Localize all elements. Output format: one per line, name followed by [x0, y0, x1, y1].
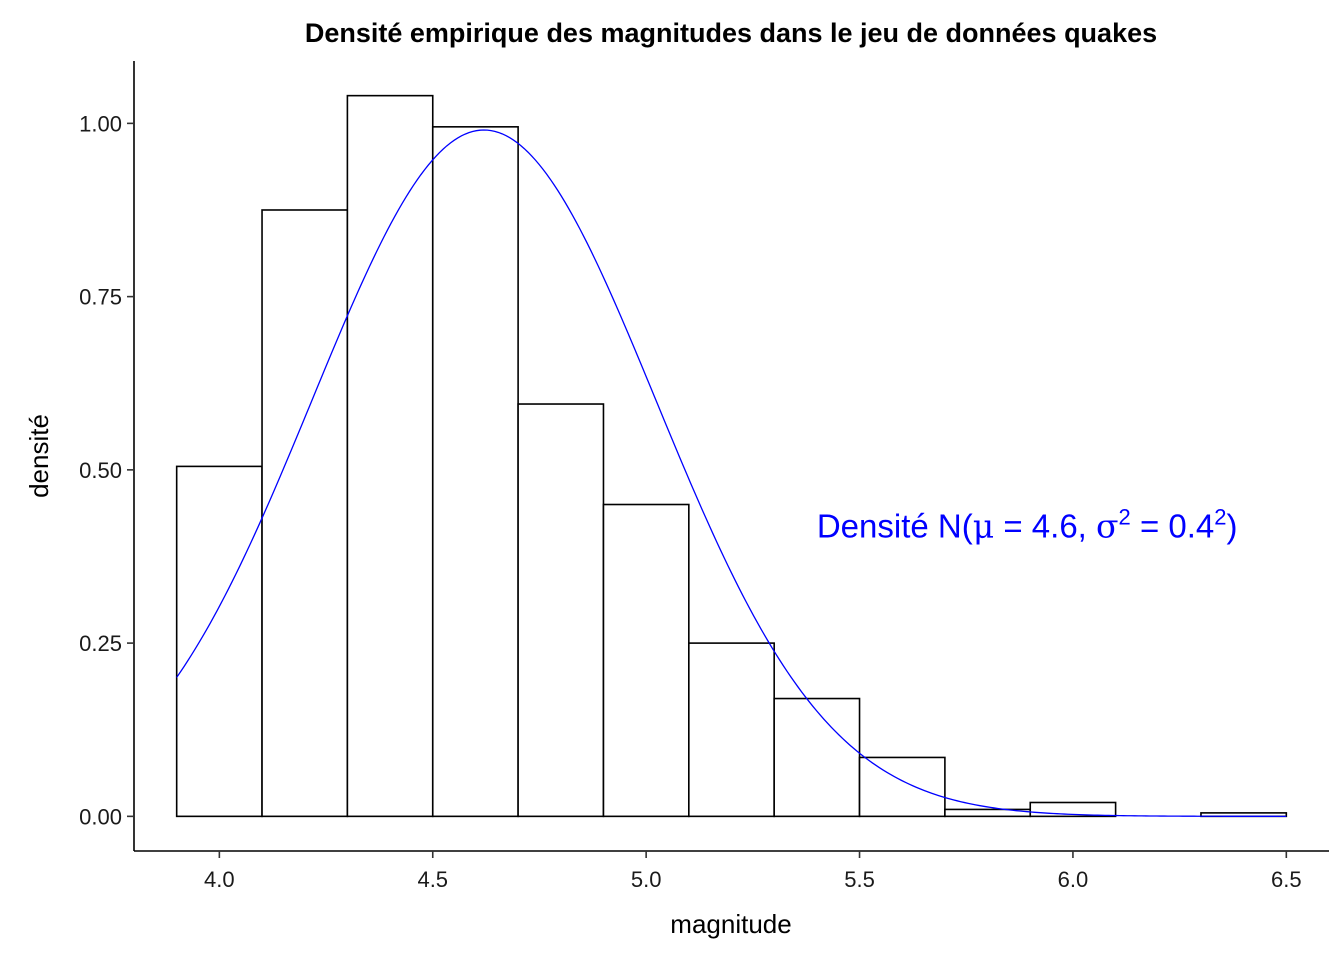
x-tick-label: 6.0: [1058, 867, 1089, 892]
annotation-suffix: ): [1227, 507, 1238, 544]
x-ticks: 4.0 4.5 5.0 5.5 6.0 6.5: [204, 851, 1302, 892]
x-tick-label: 5.0: [631, 867, 662, 892]
x-tick-label: 5.5: [844, 867, 875, 892]
histogram-bar-3: [346, 94, 434, 818]
y-ticks: 0.00 0.25 0.50 0.75 1.00: [79, 111, 134, 829]
annotation-prefix: Densité N(: [817, 507, 973, 544]
annotation-sd: = 0.4: [1131, 507, 1214, 544]
x-tick-label: 4.0: [204, 867, 235, 892]
histogram-bar-4: [431, 126, 519, 818]
density-annotation: Densité N(μ = 4.6, σ2 = 0.42): [817, 504, 1238, 545]
histogram-bars: [175, 94, 1288, 818]
y-tick-label: 1.00: [79, 111, 122, 136]
normal-density-curve: [176, 129, 1287, 817]
y-tick-label: 0.75: [79, 285, 122, 310]
histogram-bar-7: [688, 642, 775, 818]
annotation-mu-symbol: μ: [973, 506, 994, 545]
chart-title: Densité empirique des magnitudes dans le…: [305, 18, 1157, 48]
histogram-bar-9: [858, 756, 946, 818]
x-axis-title: magnitude: [670, 909, 791, 939]
annotation-sigma-symbol: σ: [1096, 506, 1119, 545]
y-tick-label: 0.50: [79, 458, 122, 483]
x-tick-label: 4.5: [417, 867, 448, 892]
annotation-sup1: 2: [1119, 504, 1131, 529]
annotation-sup2: 2: [1214, 504, 1226, 529]
x-tick-label: 6.5: [1271, 867, 1302, 892]
histogram-bar-8: [773, 697, 861, 818]
y-axis-title: densité: [24, 414, 54, 498]
density-curve-layer: [176, 129, 1287, 817]
histogram-bar-6: [602, 503, 690, 818]
y-tick-label: 0.25: [79, 631, 122, 656]
histogram-bar-2: [261, 209, 349, 818]
histogram-bar-5: [517, 403, 605, 818]
histogram-bar-1: [175, 465, 263, 818]
axes: [133, 61, 1329, 852]
y-tick-label: 0.00: [79, 804, 122, 829]
annotation-mean: = 4.6,: [994, 507, 1096, 544]
